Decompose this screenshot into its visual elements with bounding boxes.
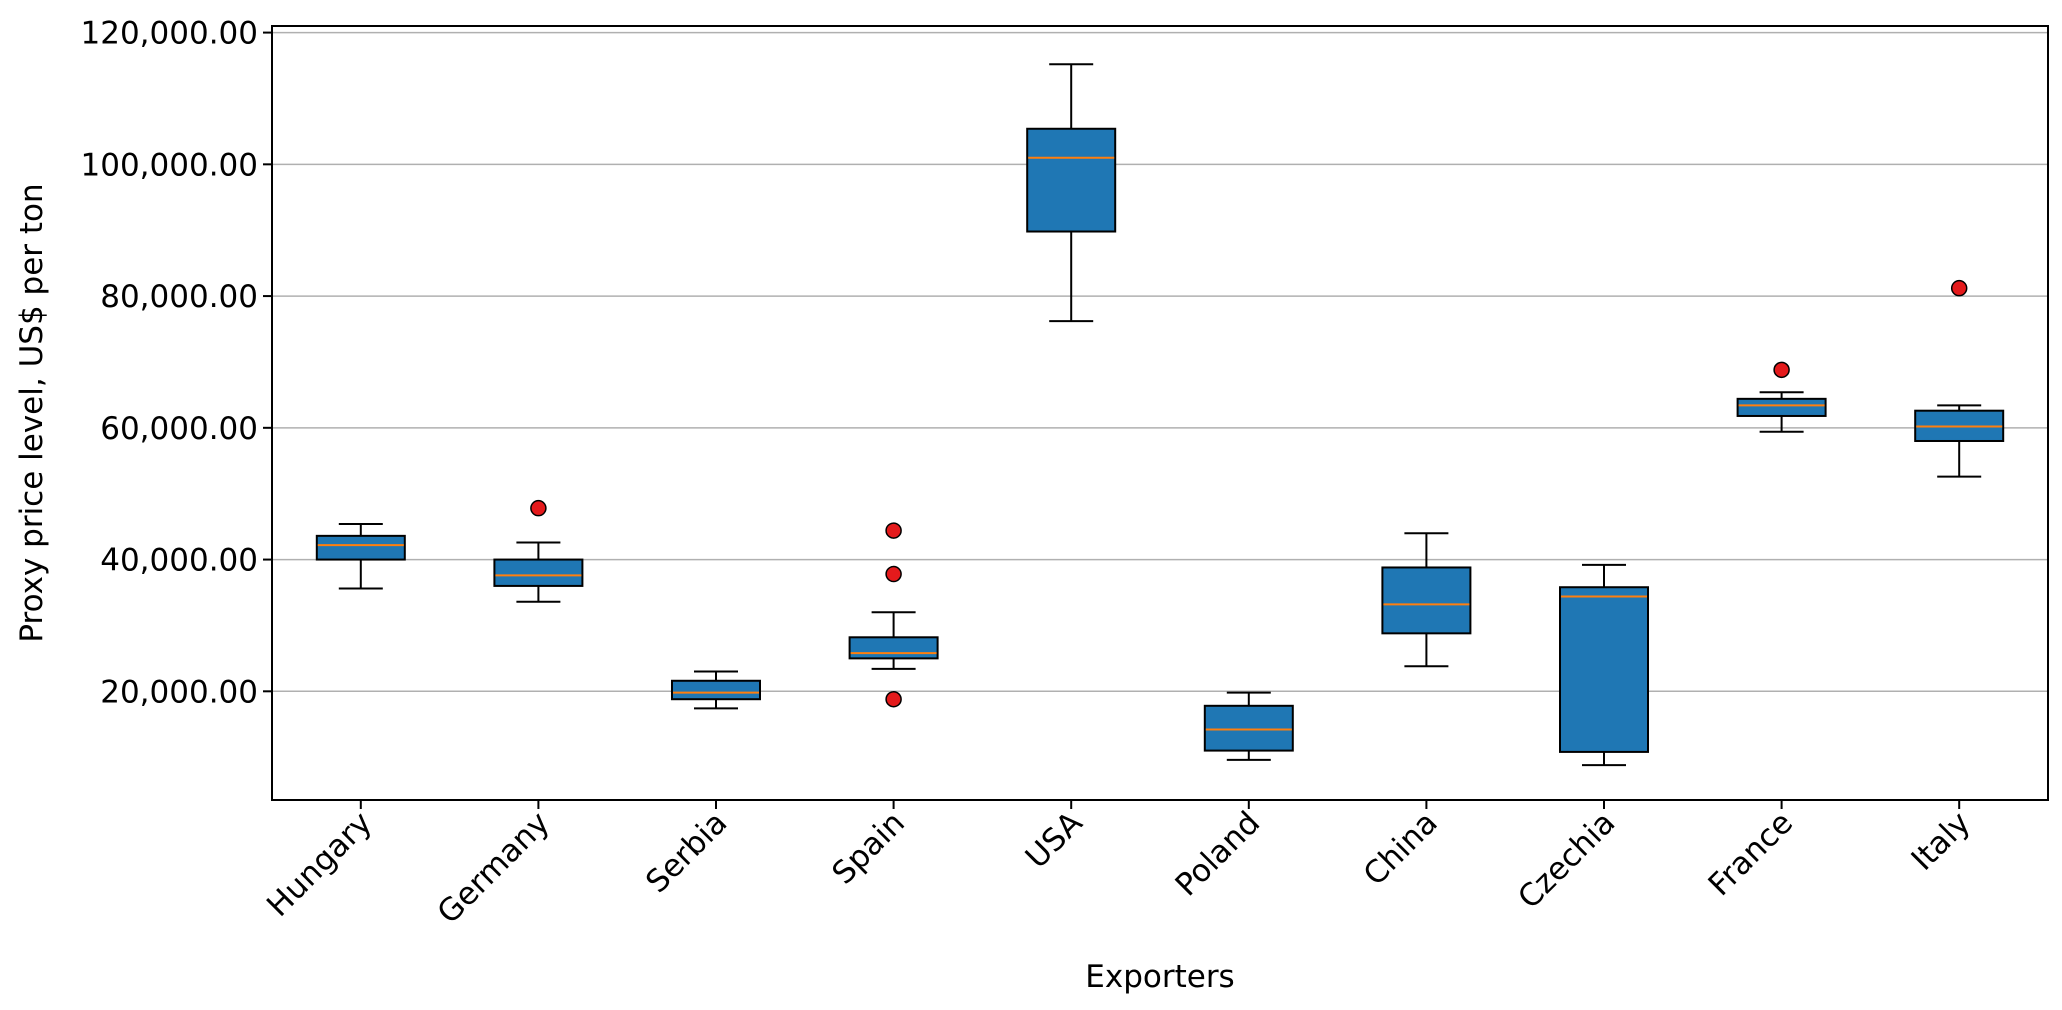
iqr-box bbox=[1736, 397, 1827, 417]
iqr-box bbox=[1381, 566, 1472, 635]
iqr-box bbox=[848, 636, 939, 660]
box-poland bbox=[1203, 691, 1294, 761]
box-spain bbox=[848, 522, 939, 708]
x-tick-label: Poland bbox=[1169, 805, 1268, 904]
y-tick-label: 40,000.00 bbox=[100, 543, 258, 579]
x-tick-label: China bbox=[1357, 805, 1445, 893]
outlier-point bbox=[885, 522, 902, 539]
box-czechia bbox=[1559, 563, 1649, 767]
outlier-point bbox=[530, 499, 547, 517]
outlier-point bbox=[1773, 361, 1790, 379]
x-axis: Hungary Germany Serbia Spain USA Poland China C… bbox=[260, 800, 1978, 931]
outlier-point bbox=[885, 565, 902, 583]
y-axis-label: Proxy price level, US$ per ton bbox=[14, 183, 50, 642]
x-tick-label: Spain bbox=[825, 805, 912, 892]
y-tick-label: 80,000.00 bbox=[100, 279, 258, 315]
x-tick-label: France bbox=[1702, 805, 1800, 903]
x-tick-label: Serbia bbox=[639, 805, 734, 900]
box-germany bbox=[493, 499, 584, 603]
x-tick-label: Czechia bbox=[1511, 805, 1622, 916]
iqr-box bbox=[1559, 586, 1649, 753]
iqr-box bbox=[1026, 127, 1117, 233]
y-tick-label: 120,000.00 bbox=[81, 16, 259, 52]
box-serbia bbox=[671, 670, 761, 710]
iqr-box bbox=[315, 534, 406, 561]
box-layer bbox=[315, 63, 2005, 767]
x-tick-label: Hungary bbox=[260, 805, 379, 924]
iqr-box bbox=[671, 679, 761, 701]
y-tick-label: 60,000.00 bbox=[100, 411, 258, 447]
box-italy bbox=[1914, 279, 2005, 478]
box-hungary bbox=[315, 522, 406, 590]
x-tick-label: Germany bbox=[431, 805, 557, 931]
y-tick-label: 100,000.00 bbox=[81, 147, 259, 183]
box-china bbox=[1381, 532, 1472, 668]
x-tick-label: Italy bbox=[1905, 805, 1978, 878]
box-usa bbox=[1026, 63, 1117, 323]
x-axis-label: Exporters bbox=[1085, 959, 1234, 995]
outlier-point bbox=[1950, 279, 1968, 297]
iqr-box bbox=[1203, 704, 1294, 752]
plot-area-frame bbox=[271, 25, 2049, 801]
outlier-point bbox=[885, 690, 902, 708]
y-tick-label: 20,000.00 bbox=[100, 674, 258, 710]
y-axis: 20,000.00 40,000.00 60,000.00 80,000.00 100,… bbox=[81, 16, 272, 710]
box-france bbox=[1736, 361, 1827, 433]
iqr-box bbox=[493, 558, 584, 587]
x-tick-label: USA bbox=[1019, 805, 1090, 876]
